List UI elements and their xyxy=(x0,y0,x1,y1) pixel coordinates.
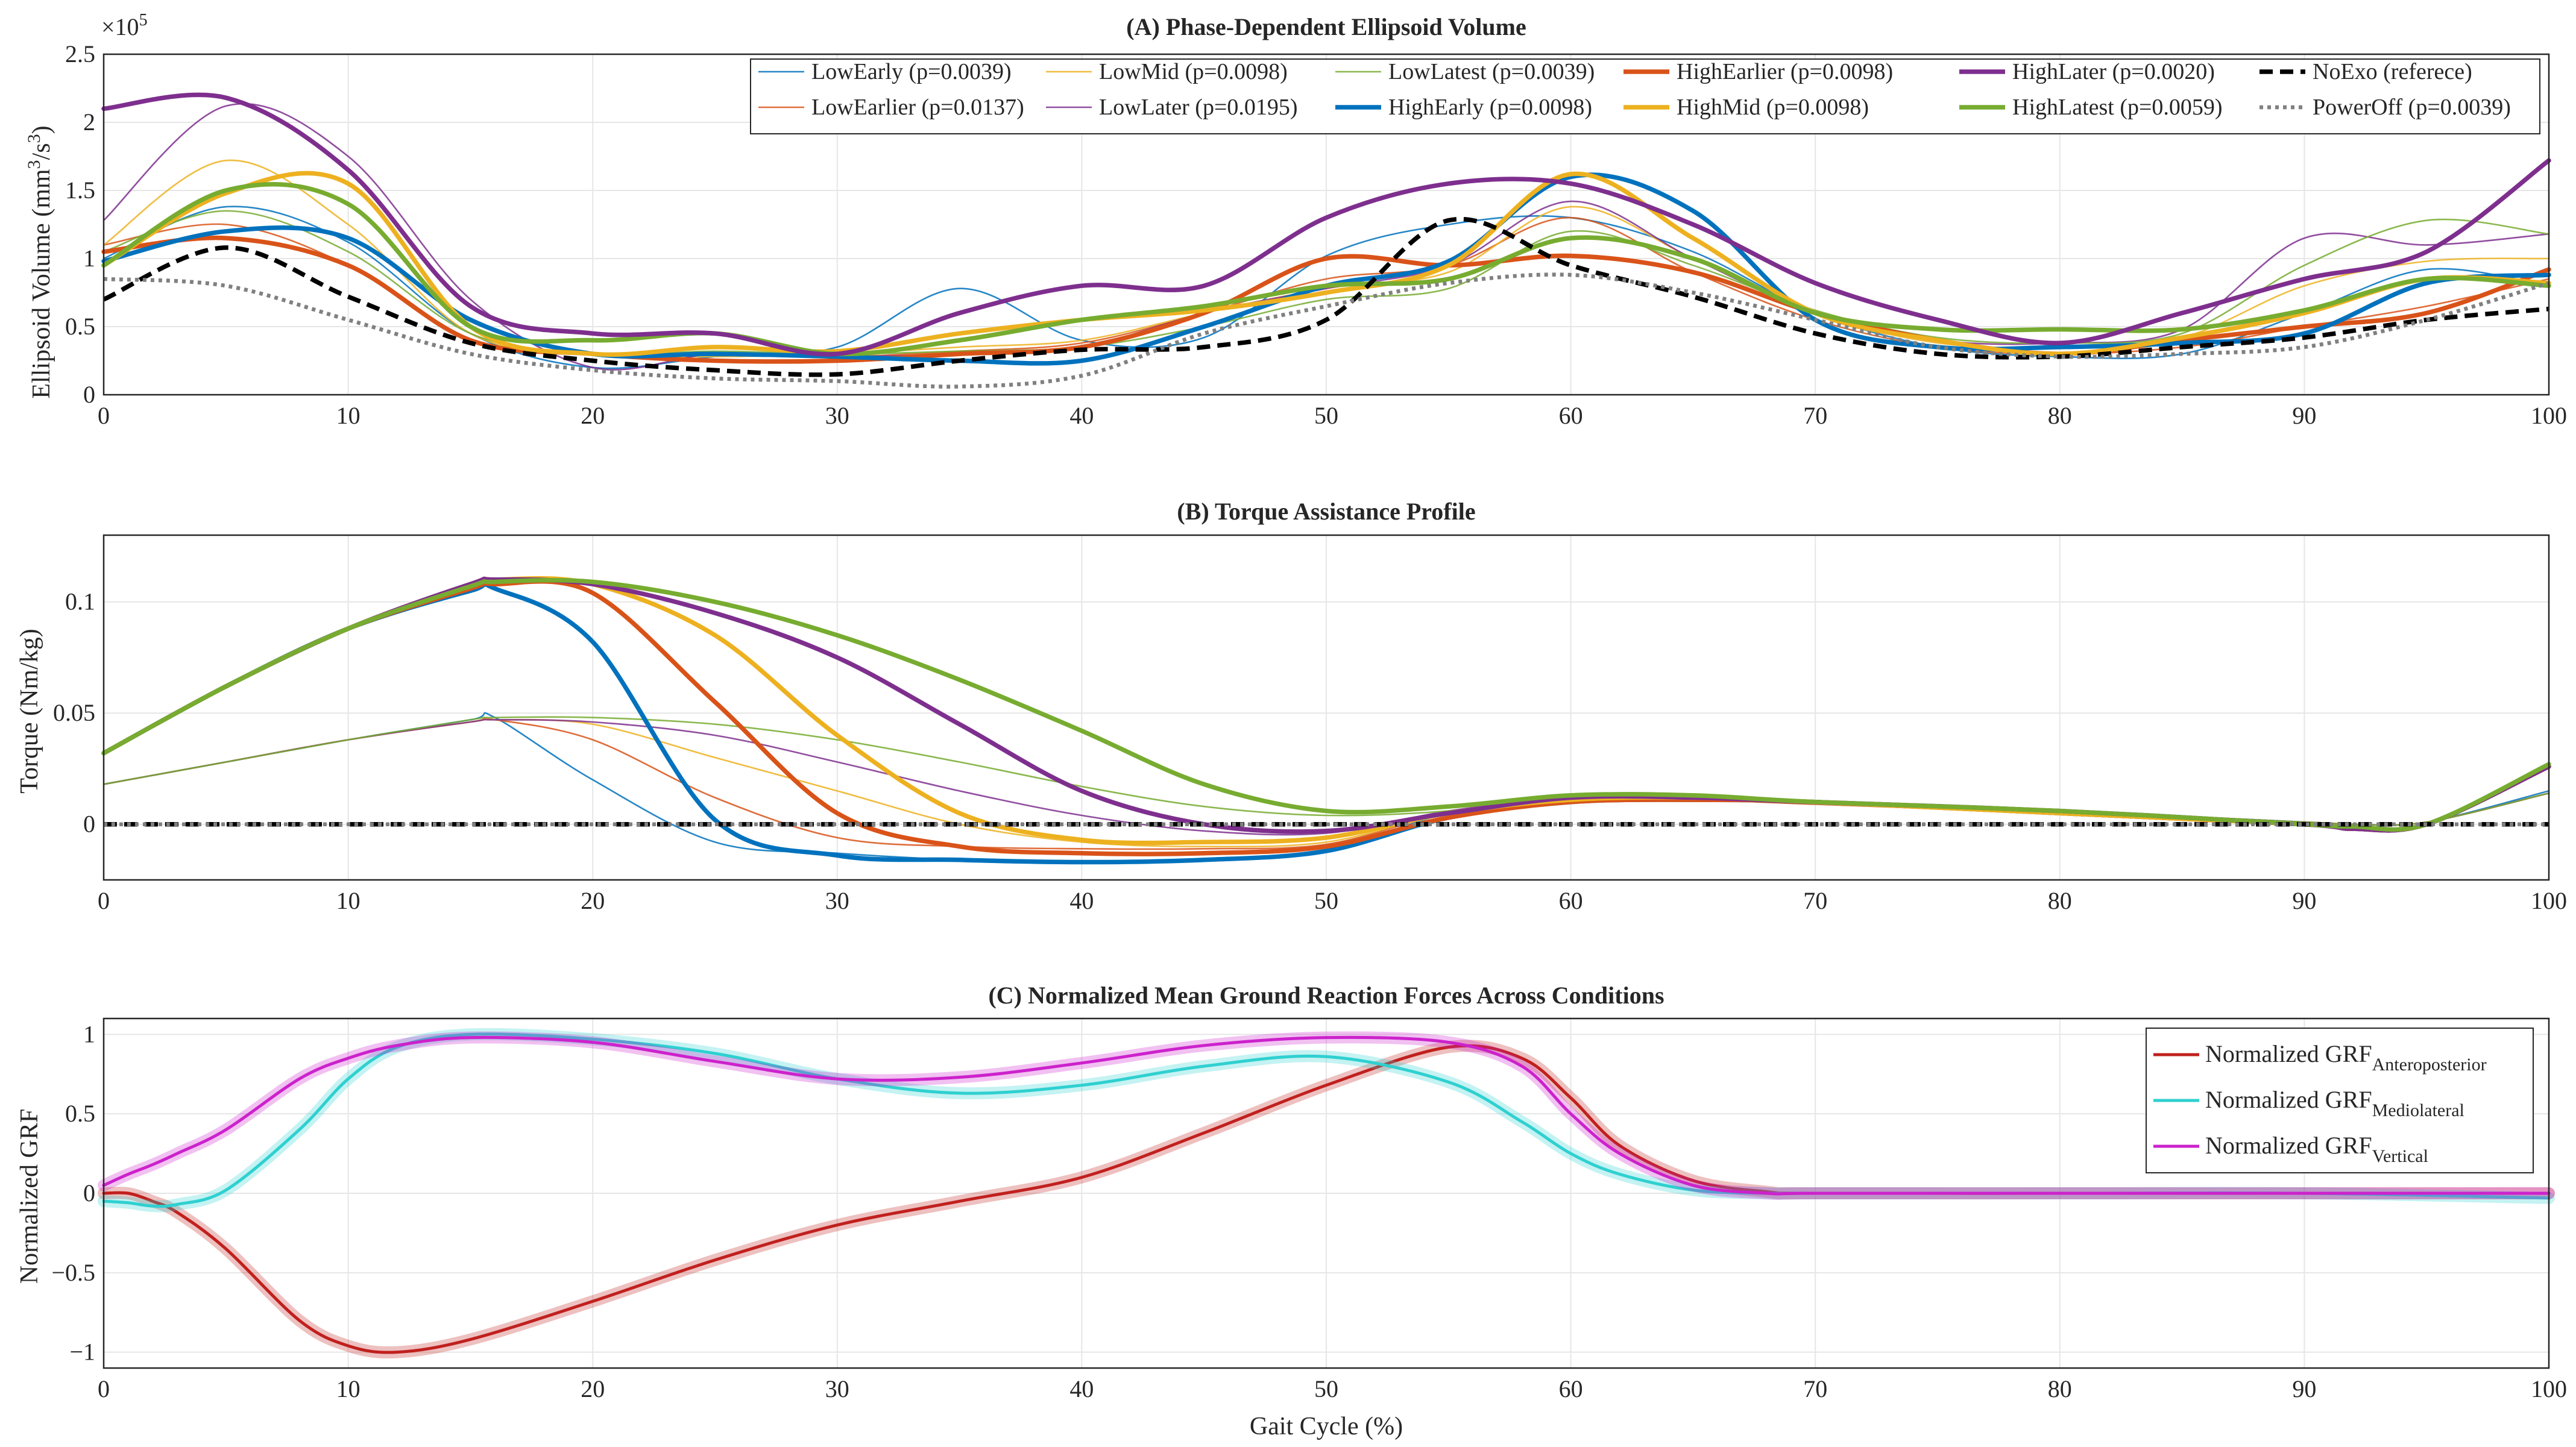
x-tick-label: 60 xyxy=(1559,1375,1583,1402)
panel-c-ylabel: Normalized GRF xyxy=(16,1109,43,1284)
x-tick-label: 90 xyxy=(2292,402,2316,429)
x-tick-label: 20 xyxy=(581,402,605,429)
x-tick-label: 80 xyxy=(2048,402,2072,429)
x-tick-label: 30 xyxy=(825,402,849,429)
x-tick-label: 60 xyxy=(1559,887,1583,914)
series-line-HighLatest xyxy=(101,578,2551,832)
x-tick-label: 50 xyxy=(1314,402,1338,429)
y-tick-label: 0.1 xyxy=(65,588,95,615)
series-group xyxy=(101,92,2551,389)
x-tick-label: 80 xyxy=(2048,1375,2072,1402)
legend-entry-LowEarlier: LowEarlier (p=0.0137) xyxy=(811,95,1024,120)
legend-entry-LowLatest: LowLatest (p=0.0039) xyxy=(1388,59,1595,84)
x-tick-label: 30 xyxy=(825,887,849,914)
x-tick-label: 50 xyxy=(1314,1375,1338,1402)
panel-b-title: (B) Torque Assistance Profile xyxy=(1177,498,1475,525)
x-tick-label: 100 xyxy=(2531,887,2567,914)
y-tick-label: 0 xyxy=(83,381,95,408)
x-tick-label: 50 xyxy=(1314,887,1338,914)
panel-c-axes: 0 10 20 30 40 50 60 70 80 90 100 −1 −0.5 0 0.5 1 xyxy=(51,1017,2567,1402)
panel-b-ylabel: Torque (Nm/kg) xyxy=(16,629,43,794)
legend-box xyxy=(2146,1028,2534,1173)
x-tick-label: 20 xyxy=(581,1375,605,1402)
y-tick-label: 0.5 xyxy=(65,313,95,340)
panel-b-axes: 0 10 20 30 40 50 60 70 80 90 100 0 0.05 0.1 xyxy=(53,534,2567,914)
x-tick-label: 10 xyxy=(336,402,361,429)
x-tick-label: 90 xyxy=(2292,887,2316,914)
x-tick-label: 70 xyxy=(1803,402,1827,429)
panel-c: (C) Normalized Mean Ground Reaction Forc… xyxy=(16,982,2567,1440)
panel-a-ylabel: Ellipsoid Volume (mm3/s3) xyxy=(24,125,55,398)
y-tick-label: 0 xyxy=(83,1179,95,1207)
panel-a-title: (A) Phase-Dependent Ellipsoid Volume xyxy=(1126,13,1526,40)
x-tick-label: 90 xyxy=(2292,1375,2316,1402)
axes-frame xyxy=(102,1017,2550,1369)
legend-entry-HighEarly: HighEarly (p=0.0098) xyxy=(1388,95,1592,120)
y-tick-label: 2 xyxy=(83,108,95,136)
legend-entry-NoExo: NoExo (referece) xyxy=(2313,59,2472,84)
legend-entry-HighLater: HighLater (p=0.0020) xyxy=(2012,59,2215,84)
y-tick-label: 0.5 xyxy=(65,1100,95,1127)
series-line-HighLatest xyxy=(101,182,2551,357)
y-tick-label: 1 xyxy=(83,1020,95,1047)
series-line-grf_v xyxy=(102,1035,2551,1196)
x-tick-label: 10 xyxy=(336,887,361,914)
legend-entry-HighLatest: HighLatest (p=0.0059) xyxy=(2012,95,2223,120)
x-tick-label: 0 xyxy=(98,1375,110,1402)
legend-entry-grf_ml: Normalized GRFMediolateral xyxy=(2205,1086,2464,1120)
y-tick-label: −1 xyxy=(69,1339,95,1366)
x-tick-label: 100 xyxy=(2531,402,2567,429)
y-tick-label: 2.5 xyxy=(65,40,95,67)
x-tick-label: 30 xyxy=(825,1375,849,1402)
legend-entry-LowMid: LowMid (p=0.0098) xyxy=(1099,59,1288,84)
legend-entry-grf_v: Normalized GRFVertical xyxy=(2205,1132,2428,1166)
legend-entry-LowEarly: LowEarly (p=0.0039) xyxy=(811,59,1012,84)
x-tick-label: 80 xyxy=(2048,887,2072,914)
x-tick-label: 10 xyxy=(336,1375,361,1402)
axes-frame xyxy=(102,53,2550,396)
x-axis-label: Gait Cycle (%) xyxy=(1250,1413,1403,1440)
x-tick-label: 0 xyxy=(98,402,110,429)
x-tick-label: 70 xyxy=(1803,1375,1827,1402)
series-group xyxy=(98,1028,2555,1359)
panel-a-exponent: ×105 xyxy=(101,11,148,40)
legend-entry-LowLater: LowLater (p=0.0195) xyxy=(1099,95,1298,120)
panel-a-legend: LowEarly (p=0.0039) LowEarlier (p=0.0137)… xyxy=(750,58,2540,134)
legend-entry-PowerOff: PowerOff (p=0.0039) xyxy=(2313,95,2511,120)
panel-c-title: (C) Normalized Mean Ground Reaction Forc… xyxy=(988,982,1664,1009)
panel-c-legend: Normalized GRFAnteroposterior Normalized … xyxy=(2146,1028,2534,1173)
legend-entry-grf_ap: Normalized GRFAnteroposterior xyxy=(2205,1040,2487,1075)
y-tick-label: 1 xyxy=(83,245,95,272)
y-tick-label: −0.5 xyxy=(51,1259,95,1286)
y-tick-label: 1.5 xyxy=(65,177,95,204)
legend-entry-HighEarlier: HighEarlier (p=0.0098) xyxy=(1677,59,1893,84)
x-tick-label: 40 xyxy=(1069,887,1094,914)
x-tick-label: 40 xyxy=(1069,402,1094,429)
panel-b: (B) Torque Assistance Profile 0 10 20 30 40 5… xyxy=(16,498,2567,914)
x-tick-label: 70 xyxy=(1803,887,1827,914)
x-tick-label: 40 xyxy=(1069,1375,1094,1402)
x-tick-label: 100 xyxy=(2531,1375,2567,1402)
series-line-NoExo xyxy=(102,216,2549,377)
axes-frame xyxy=(102,534,2550,881)
series-line-HighLater xyxy=(101,92,2551,357)
series-group xyxy=(101,576,2551,865)
panel-a: (A) Phase-Dependent Ellipsoid Volume ×10… xyxy=(24,11,2567,429)
x-tick-label: 60 xyxy=(1559,402,1583,429)
legend-entry-HighMid: HighMid (p=0.0098) xyxy=(1677,95,1869,120)
y-tick-label: 0 xyxy=(83,811,95,838)
x-tick-label: 20 xyxy=(581,887,605,914)
y-tick-label: 0.05 xyxy=(53,699,95,726)
x-tick-label: 0 xyxy=(98,887,110,914)
